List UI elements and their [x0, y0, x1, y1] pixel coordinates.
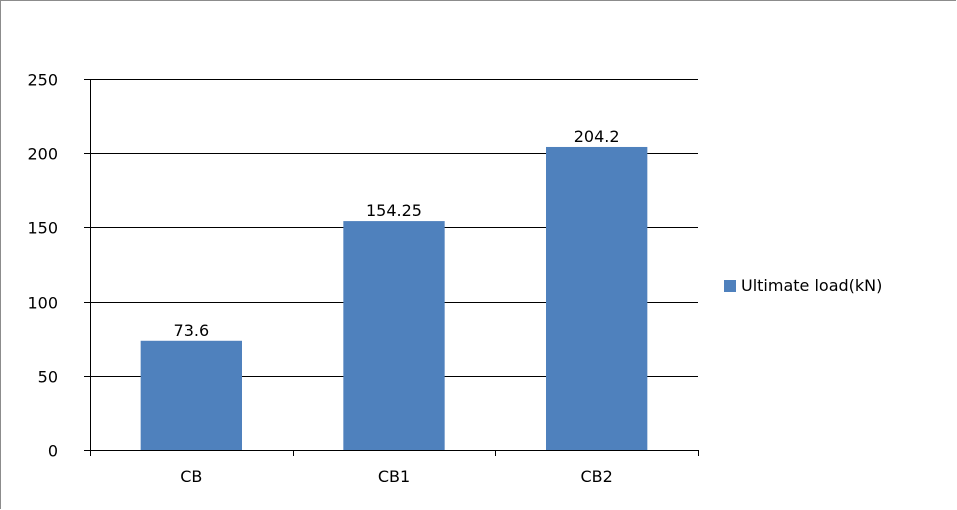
- y-tick-label: 150: [27, 219, 58, 238]
- data-label: 204.2: [574, 127, 620, 146]
- axes: [84, 79, 699, 456]
- legend-label: Ultimate load(kN): [741, 276, 883, 295]
- y-tick-label: 200: [27, 145, 58, 164]
- data-label: 154.25: [366, 201, 422, 220]
- x-tick-label: CB: [180, 467, 202, 486]
- y-tick-label: 250: [27, 71, 58, 90]
- bar: [140, 340, 242, 450]
- labels: 0 50 100 150 200 250 73.6 CB 154.25 CB1 204.2 CB2: [27, 71, 619, 487]
- y-tick-label: 0: [48, 442, 58, 461]
- bars: [140, 146, 648, 450]
- legend: Ultimate load(kN): [724, 276, 882, 295]
- x-tick-label: CB1: [378, 467, 410, 486]
- bar: [546, 146, 648, 450]
- y-tick-label: 100: [27, 294, 58, 313]
- data-label: 73.6: [174, 321, 210, 340]
- bar: [343, 221, 445, 450]
- x-tick-label: CB2: [581, 467, 613, 486]
- legend-swatch: [724, 279, 736, 292]
- y-tick-label: 50: [38, 368, 58, 387]
